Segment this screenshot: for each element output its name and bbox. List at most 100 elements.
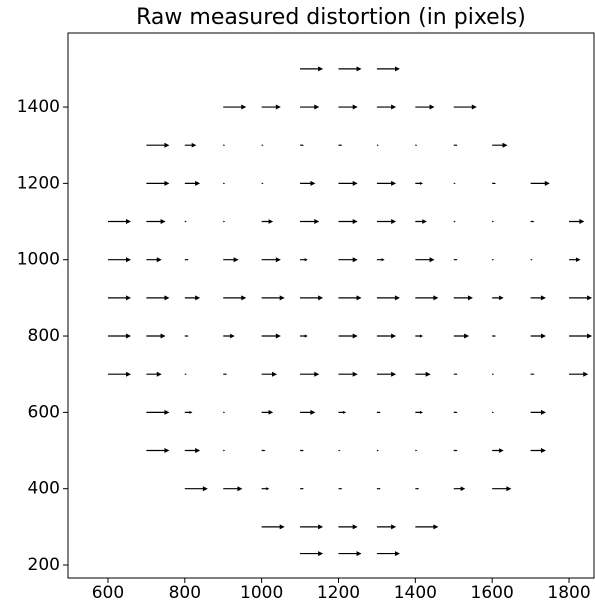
y-tick-label: 800	[28, 326, 60, 346]
arrow	[530, 409, 546, 415]
arrow	[376, 333, 397, 339]
arrow	[530, 333, 546, 339]
arrow	[300, 371, 320, 377]
arrow	[300, 66, 324, 72]
arrow	[376, 295, 400, 301]
arrow	[530, 220, 535, 223]
arrow	[184, 486, 208, 492]
arrow	[453, 333, 470, 339]
arrow	[492, 486, 512, 492]
arrow	[492, 142, 508, 148]
arrow	[223, 220, 226, 223]
arrow	[338, 449, 341, 452]
arrow	[300, 104, 320, 110]
arrow	[261, 333, 281, 339]
arrow	[338, 371, 358, 377]
arrow	[338, 104, 358, 110]
y-tick-label: 400	[28, 479, 60, 499]
arrow	[261, 487, 270, 491]
arrow	[338, 295, 362, 301]
arrow	[530, 180, 550, 186]
arrow	[300, 551, 324, 557]
arrow	[569, 219, 585, 225]
arrow	[146, 333, 166, 339]
arrow	[415, 449, 418, 452]
arrow	[261, 371, 278, 377]
arrow	[453, 411, 458, 414]
arrow	[261, 104, 281, 110]
arrow	[338, 144, 343, 147]
arrow	[376, 180, 397, 186]
arrow	[184, 220, 187, 223]
arrow	[107, 219, 132, 225]
arrow	[569, 371, 589, 377]
arrow	[338, 410, 347, 414]
arrow	[569, 333, 593, 339]
x-tick-label: 1000	[240, 583, 283, 603]
arrow	[223, 257, 239, 263]
arrow	[184, 180, 201, 186]
x-tick-label: 1600	[471, 583, 514, 603]
arrow	[223, 182, 226, 185]
arrow	[338, 524, 358, 530]
arrow	[415, 257, 435, 263]
arrow	[492, 448, 504, 453]
arrow	[184, 142, 197, 148]
arrow	[492, 335, 497, 337]
arrow	[261, 524, 285, 530]
arrow	[223, 486, 243, 492]
arrow	[415, 181, 424, 185]
arrow	[415, 144, 418, 147]
arrow	[453, 295, 473, 301]
x-tick-label: 1800	[547, 583, 590, 603]
arrow	[376, 524, 397, 530]
arrow	[376, 551, 400, 557]
arrow	[376, 104, 397, 110]
arrow	[338, 219, 358, 225]
arrow	[146, 295, 170, 301]
arrow	[415, 295, 439, 301]
x-tick-label: 800	[169, 583, 201, 603]
arrow	[530, 295, 546, 301]
arrow	[184, 295, 201, 301]
arrow	[146, 180, 170, 186]
arrow	[453, 144, 458, 147]
arrow	[261, 449, 266, 452]
arrow	[300, 334, 308, 338]
arrow	[300, 409, 316, 415]
arrow	[223, 104, 247, 110]
arrow	[300, 524, 324, 530]
arrow	[415, 371, 431, 377]
plot-frame	[67, 32, 595, 579]
arrow	[146, 409, 170, 415]
arrow	[569, 257, 581, 263]
x-tick-label: 1400	[394, 583, 437, 603]
arrow	[492, 295, 504, 301]
y-tick-label: 1200	[17, 173, 60, 193]
arrow	[300, 487, 304, 490]
arrow	[184, 448, 201, 454]
arrow	[300, 449, 304, 452]
arrow	[300, 295, 324, 301]
arrow	[376, 66, 400, 72]
arrow	[453, 373, 458, 375]
arrow	[184, 373, 187, 375]
arrow	[107, 371, 132, 377]
y-tick-label: 600	[28, 402, 60, 422]
arrow	[338, 333, 358, 339]
arrow	[146, 257, 162, 263]
y-tick-label: 200	[28, 555, 60, 575]
arrow	[415, 104, 435, 110]
arrow	[107, 257, 132, 263]
arrow	[453, 258, 458, 261]
arrow	[261, 410, 274, 415]
arrow	[376, 449, 379, 452]
arrow	[453, 449, 458, 452]
arrow	[338, 66, 362, 72]
arrow	[223, 333, 235, 339]
chart-title: Raw measured distortion (in pixels)	[136, 5, 526, 30]
arrow	[338, 257, 358, 263]
arrow	[146, 219, 166, 225]
arrow	[415, 334, 424, 338]
